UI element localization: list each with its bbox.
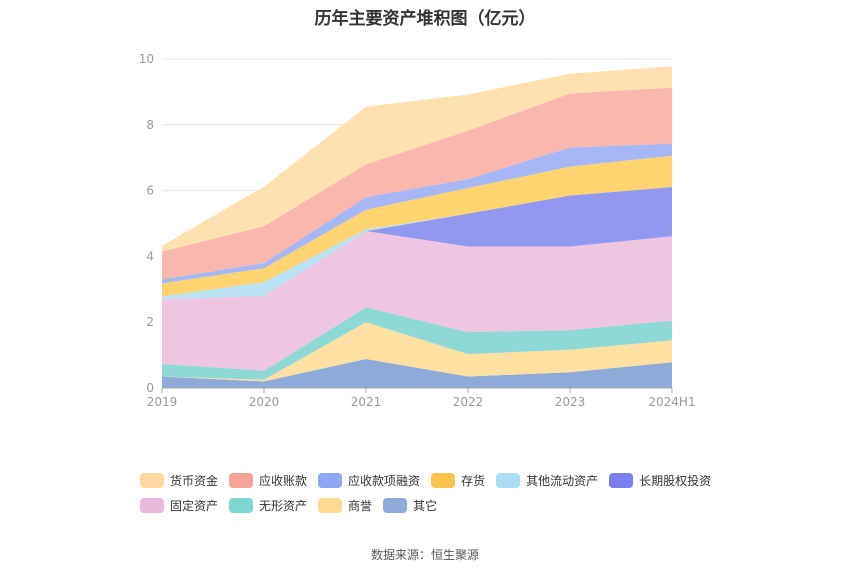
legend-swatch: [496, 472, 521, 488]
legend-swatch: [609, 472, 634, 488]
legend-item[interactable]: 货币资金: [140, 472, 218, 488]
legend-item[interactable]: 商誉: [318, 497, 372, 513]
legend: 货币资金 应收账款 应收款项融资 存货 其他流动资产 长期股权投资固定资产 无形资产 商誉 其它: [140, 472, 740, 513]
y-tick-label: 4: [146, 249, 154, 263]
legend-swatch: [229, 497, 254, 513]
y-tick-label: 0: [146, 381, 154, 395]
legend-item[interactable]: 存货: [431, 472, 485, 488]
area-series-无形资产: [162, 307, 672, 380]
chart-title: 历年主要资产堆积图（亿元）: [314, 9, 536, 29]
legend-item[interactable]: 其它: [383, 497, 437, 513]
area-series-固定资产: [162, 231, 672, 371]
legend-swatch: [383, 497, 408, 513]
legend-label: 应收款项融资: [348, 473, 421, 488]
area-series-其它: [162, 359, 672, 388]
legend-item[interactable]: 固定资产: [140, 497, 218, 513]
x-tick-label: 2021: [351, 395, 382, 409]
x-tick-label: 2022: [453, 395, 484, 409]
y-tick-label: 8: [146, 118, 154, 132]
x-tick-label: 2019: [147, 395, 178, 409]
legend-swatch: [318, 497, 343, 513]
x-tick-label: 2020: [249, 395, 280, 409]
legend-label: 其它: [413, 498, 438, 513]
area-series-货币资金: [162, 66, 672, 252]
legend-swatch: [229, 472, 254, 488]
x-tick-label: 2024H1: [648, 395, 695, 409]
legend-label: 长期股权投资: [639, 473, 712, 488]
legend-label: 货币资金: [170, 473, 219, 488]
area-series-商誉: [162, 322, 672, 382]
legend-item[interactable]: 无形资产: [229, 497, 307, 513]
legend-swatch: [140, 497, 164, 513]
area-series-应收账款: [162, 87, 672, 280]
legend-item[interactable]: 其他流动资产: [496, 472, 598, 488]
legend-label: 其他流动资产: [526, 473, 599, 488]
legend-item[interactable]: 应收账款: [229, 472, 307, 488]
legend-label: 商誉: [348, 498, 373, 513]
legend-item[interactable]: 长期股权投资: [609, 472, 711, 488]
legend-label: 固定资产: [170, 498, 219, 513]
legend-label: 无形资产: [259, 498, 308, 513]
legend-swatch: [140, 472, 164, 488]
legend-item[interactable]: 应收款项融资: [318, 472, 420, 488]
area-series-应收款项融资: [162, 143, 672, 284]
area-series-长期股权投资: [162, 187, 672, 300]
x-tick-label: 2023: [555, 395, 586, 409]
area-series-其他流动资产: [162, 187, 672, 300]
legend-swatch: [318, 472, 343, 488]
axes: 0 2 4 6 8 10 2019 2020 2021 2022 2023 2024H1: [139, 52, 696, 409]
stacked-areas: [162, 66, 672, 388]
y-tick-label: 2: [146, 315, 154, 329]
legend-swatch: [431, 472, 456, 488]
area-series-存货: [162, 155, 672, 297]
y-tick-label: 6: [146, 184, 154, 198]
data-source-note: 数据来源：恒生聚源: [370, 548, 479, 562]
legend-label: 应收账款: [259, 473, 308, 488]
y-tick-label: 10: [139, 52, 154, 66]
legend-label: 存货: [461, 473, 486, 488]
